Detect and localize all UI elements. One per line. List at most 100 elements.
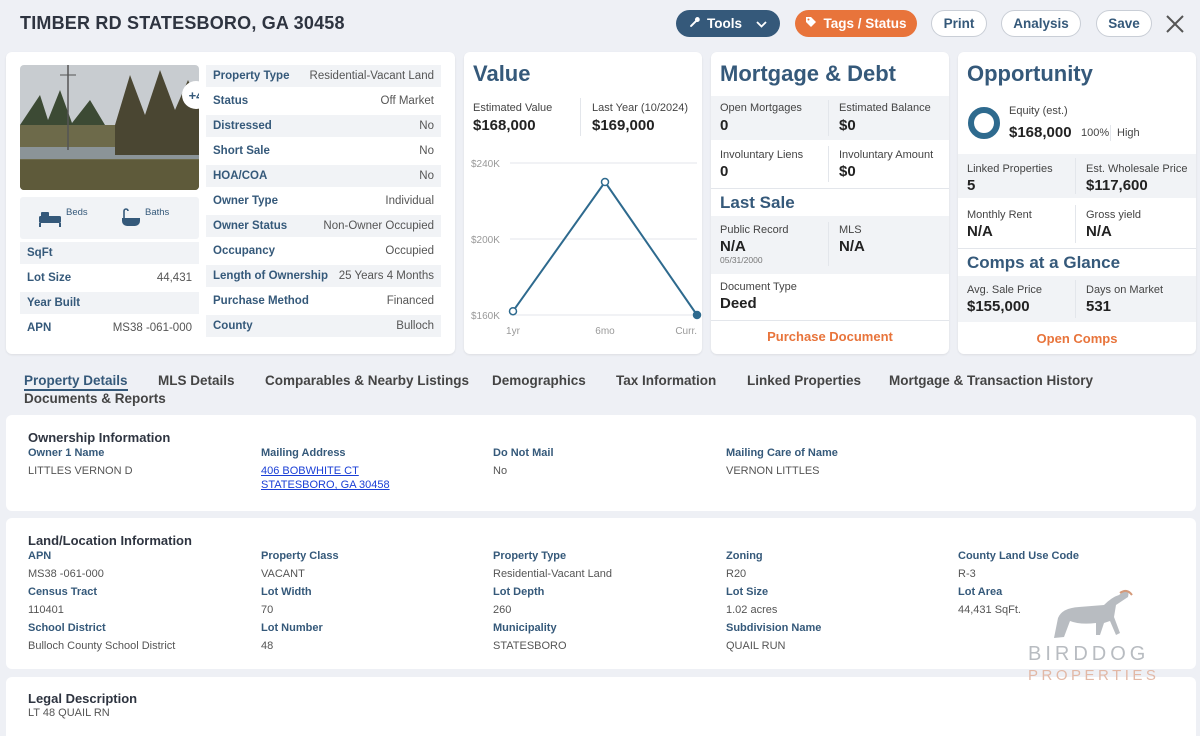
- value-title: Value: [473, 61, 531, 86]
- tools-button[interactable]: Tools: [676, 10, 780, 37]
- row-key: Owner Type: [213, 195, 278, 207]
- open-comps-link[interactable]: Open Comps: [1036, 331, 1118, 346]
- row-value: Financed: [386, 295, 434, 307]
- tag-icon: [805, 16, 817, 31]
- involuntary-liens-value: 0: [720, 163, 729, 180]
- x-tick-label: 6mo: [595, 326, 615, 337]
- do-not-mail-label: Do Not Mail: [493, 447, 554, 459]
- divider: [1075, 205, 1076, 243]
- wrench-icon: [689, 16, 701, 31]
- x-tick-label: Curr.: [675, 326, 697, 337]
- estimated-balance-value: $0: [839, 117, 856, 134]
- row-value: Non-Owner Occupied: [323, 220, 434, 232]
- property-row: Lot Size 44,431: [20, 267, 199, 289]
- land-field-label: Lot Size: [726, 586, 769, 598]
- do-not-mail-value: No: [493, 465, 508, 477]
- monthly-rent-value: N/A: [967, 223, 993, 240]
- property-row: SqFt: [20, 242, 199, 264]
- tab-demographics[interactable]: Demographics: [492, 373, 586, 388]
- mailing-address-line2[interactable]: STATESBORO, GA 30458: [261, 479, 390, 491]
- close-icon[interactable]: [1163, 12, 1187, 36]
- land-location-section: Land/Location Information APN MS38 -061-0…: [6, 518, 1196, 669]
- tab-mls-details[interactable]: MLS Details: [158, 373, 235, 388]
- tab-tax-information[interactable]: Tax Information: [616, 373, 717, 388]
- property-row: Purchase Method Financed: [206, 290, 441, 312]
- tab-mortgage-history[interactable]: Mortgage & Transaction History: [889, 373, 1094, 388]
- row-key: County: [213, 320, 253, 332]
- page-title: TIMBER RD STATESBORO, GA 30458: [20, 13, 345, 33]
- row-value: Residential-Vacant Land: [309, 70, 434, 82]
- value-card: Value Estimated Value $168,000 Last Year…: [464, 52, 702, 354]
- gross-yield-label: Gross yield: [1086, 209, 1142, 221]
- linked-properties-label: Linked Properties: [967, 163, 1053, 175]
- land-field-label: Census Tract: [28, 586, 98, 598]
- opportunity-title: Opportunity: [967, 61, 1093, 86]
- land-field-label: Lot Width: [261, 586, 312, 598]
- row-key: Property Type: [213, 70, 290, 82]
- monthly-rent-label: Monthly Rent: [967, 209, 1032, 221]
- public-record-value: N/A: [720, 238, 746, 255]
- row-key: Short Sale: [213, 145, 270, 157]
- bath-icon: [120, 208, 142, 233]
- purchase-document-link[interactable]: Purchase Document: [767, 329, 893, 344]
- land-field-value: 70: [261, 604, 274, 616]
- row-key: Status: [213, 95, 249, 107]
- y-tick-label: $160K: [471, 311, 500, 322]
- tab-property-details[interactable]: Property Details: [24, 373, 128, 391]
- estimated-value-label: Estimated Value: [473, 102, 553, 114]
- analysis-button[interactable]: Analysis: [1001, 10, 1081, 37]
- tab-linked-properties[interactable]: Linked Properties: [747, 373, 862, 388]
- property-row: Property Type Residential-Vacant Land: [206, 65, 441, 87]
- birddog-logo: BIRDDOG PROPERTIES: [1024, 583, 1156, 688]
- divider: [958, 248, 1196, 249]
- tags-status-button[interactable]: Tags / Status: [795, 10, 917, 37]
- legal-title: Legal Description: [28, 691, 138, 706]
- print-button[interactable]: Print: [931, 10, 987, 37]
- bed-icon: [38, 209, 62, 232]
- equity-label: Equity (est.): [1009, 105, 1068, 117]
- photo-count-badge[interactable]: +4: [182, 81, 199, 109]
- data-point[interactable]: [508, 306, 518, 316]
- estimated-balance-label: Estimated Balance: [839, 102, 931, 114]
- row-value: No: [419, 145, 434, 157]
- involuntary-amount-value: $0: [839, 163, 856, 180]
- row-key: HOA/COA: [213, 170, 268, 182]
- public-record-date: 05/31/2000: [720, 255, 763, 265]
- divider: [1075, 158, 1076, 194]
- land-field-value: MS38 -061-000: [28, 568, 104, 580]
- land-field-value: Residential-Vacant Land: [493, 568, 613, 580]
- equity-percent: 100%: [1081, 127, 1110, 139]
- mailing-address-line1[interactable]: 406 BOBWHITE CT: [261, 465, 359, 477]
- tab-comparables[interactable]: Comparables & Nearby Listings: [265, 373, 470, 388]
- row-key: SqFt: [27, 247, 53, 259]
- land-title: Land/Location Information: [28, 533, 192, 548]
- ownership-section: Ownership Information Owner 1 Name LITTL…: [6, 415, 1196, 511]
- row-value: No: [419, 170, 434, 182]
- property-summary-card: +4 Beds Baths SqFt Lot Size 44,431 Year Bui…: [6, 52, 455, 354]
- logo-text-2: PROPERTIES: [1028, 667, 1160, 684]
- property-row: Occupancy Occupied: [206, 240, 441, 262]
- band: [711, 96, 949, 140]
- row-key: APN: [27, 322, 52, 334]
- series-line: [512, 180, 698, 316]
- data-point[interactable]: [692, 310, 702, 320]
- band: [958, 276, 1196, 322]
- row-value: Off Market: [380, 95, 434, 107]
- tab-documents-reports[interactable]: Documents & Reports: [24, 391, 166, 406]
- row-value: Occupied: [385, 245, 434, 257]
- last-sale-title: Last Sale: [720, 193, 795, 212]
- divider: [1075, 280, 1076, 318]
- divider: [1110, 125, 1111, 141]
- land-field-label: School District: [28, 622, 106, 634]
- save-button[interactable]: Save: [1096, 10, 1152, 37]
- band: [711, 216, 949, 274]
- data-point[interactable]: [600, 177, 610, 187]
- days-on-market-value: 531: [1086, 298, 1112, 315]
- linked-properties-value: 5: [967, 177, 976, 194]
- land-field-value: 110401: [28, 604, 64, 616]
- property-photo[interactable]: +4: [20, 65, 199, 190]
- land-field-value: R20: [726, 568, 747, 580]
- divider: [828, 222, 829, 266]
- land-field-value: Bulloch County School District: [28, 640, 176, 652]
- chevron-down-icon: [756, 16, 767, 31]
